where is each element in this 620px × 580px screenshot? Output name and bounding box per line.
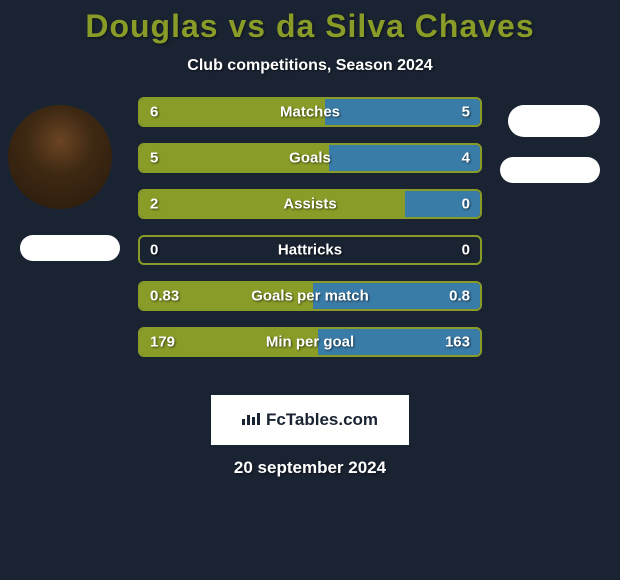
stat-row: 0.83 0.8 Goals per match [138,281,482,311]
player-right-name-pill [500,157,600,183]
player-right-avatar [508,105,600,137]
stat-value-left: 179 [150,334,175,351]
stat-label: Assists [283,196,336,213]
stat-bar-left [140,191,405,217]
stat-value-right: 0 [462,196,470,213]
stat-label: Min per goal [266,334,354,351]
stat-value-left: 5 [150,150,158,167]
stat-row: 6 5 Matches [138,97,482,127]
stat-label: Goals per match [251,288,369,305]
stat-value-left: 0.83 [150,288,179,305]
stat-label: Hattricks [278,242,342,259]
subtitle: Club competitions, Season 2024 [0,57,620,75]
footer-logo: FcTables.com [211,395,409,445]
stat-bars: 6 5 Matches 5 4 Goals 2 0 Assists 0 0 Hattricks 0.83… [138,97,482,373]
chart-icon [242,411,260,430]
stat-value-right: 0.8 [449,288,470,305]
footer-logo-text: FcTables.com [266,410,378,430]
stat-value-left: 0 [150,242,158,259]
stat-value-right: 5 [462,104,470,121]
stat-row: 0 0 Hattricks [138,235,482,265]
stat-value-right: 4 [462,150,470,167]
stat-value-right: 163 [445,334,470,351]
player-left-name-pill [20,235,120,261]
stat-value-left: 6 [150,104,158,121]
stat-row: 179 163 Min per goal [138,327,482,357]
footer-date: 20 september 2024 [234,458,386,478]
stat-value-left: 2 [150,196,158,213]
player-left-avatar [8,105,112,209]
page-title: Douglas vs da Silva Chaves [0,8,620,45]
stat-label: Goals [289,150,331,167]
stat-value-right: 0 [462,242,470,259]
stat-bar-right [325,99,480,125]
stat-row: 5 4 Goals [138,143,482,173]
stat-row: 2 0 Assists [138,189,482,219]
stat-label: Matches [280,104,340,121]
stat-bar-right [329,145,480,171]
